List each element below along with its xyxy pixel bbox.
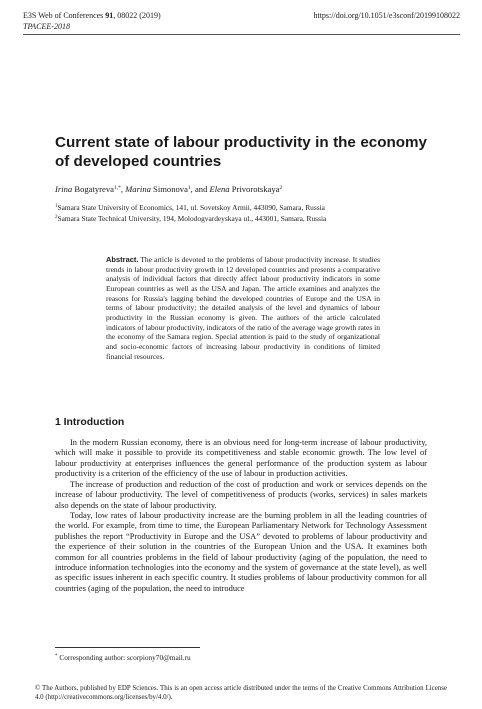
paragraph: In the modern Russian economy, there is … [55, 437, 427, 479]
doi-link[interactable]: https://doi.org/10.1051/e3sconf/20199108… [313, 10, 460, 21]
abstract-label: Abstract. [106, 255, 139, 264]
section-body: In the modern Russian economy, there is … [55, 437, 427, 593]
author: Elena Privorotskaya2 [210, 184, 283, 194]
author: Marina Simonova1, and [125, 184, 209, 194]
author: Irina Bogatyreva1,*, [55, 184, 125, 194]
section-heading: 1 Introduction [55, 417, 124, 428]
paragraph: Today, low rates of labour productivity … [55, 510, 427, 593]
header-divider [23, 34, 460, 35]
footnote-divider [55, 647, 200, 648]
author-list: Irina Bogatyreva1,*, Marina Simonova1, a… [55, 183, 282, 195]
affiliation: 1Samara State University of Economics, 1… [55, 202, 325, 213]
paragraph: The increase of production and reduction… [55, 479, 427, 510]
corresponding-author: Corresponding author: scorpiony70@mail.r… [58, 653, 191, 662]
abstract: Abstract. The article is devoted to the … [106, 255, 380, 361]
conference-name: TPACEE-2018 [23, 21, 161, 32]
footnote: * Corresponding author: scorpiony70@mail… [55, 652, 191, 662]
affiliation: 2Samara State Technical University, 194,… [55, 213, 326, 224]
paper-title: Current state of labour productivity in … [55, 134, 427, 171]
running-header-left: E3S Web of Conferences 91, 08022 (2019) … [23, 10, 161, 32]
abstract-text: The article is devoted to the problems o… [106, 255, 380, 361]
license-notice: © The Authors, published by EDP Sciences… [35, 685, 447, 702]
journal-citation: E3S Web of Conferences 91, 08022 (2019) [23, 10, 161, 21]
